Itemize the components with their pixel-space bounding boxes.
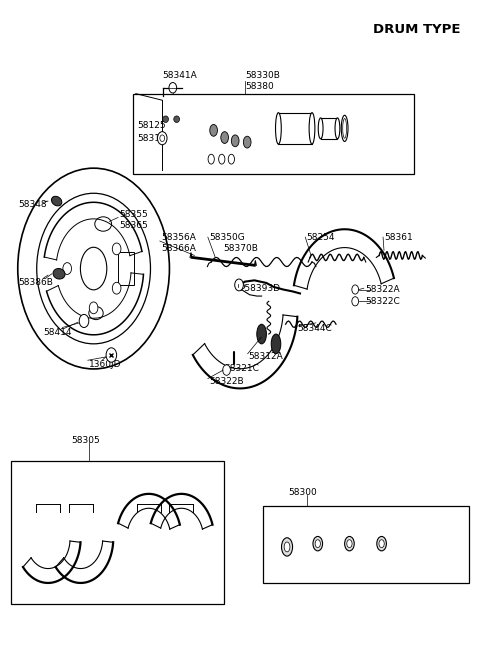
Ellipse shape [341,115,348,141]
Text: 58322C: 58322C [365,297,399,306]
Circle shape [112,243,121,255]
Ellipse shape [281,538,292,556]
Text: 58370B: 58370B [223,244,258,253]
Text: 58312A: 58312A [249,352,283,361]
Ellipse shape [345,536,354,551]
Circle shape [235,279,243,291]
Ellipse shape [313,536,323,551]
Text: 58330B: 58330B [245,71,280,80]
Text: 58348: 58348 [18,200,47,209]
Bar [263,506,469,583]
Text: 58322B: 58322B [209,377,243,386]
Text: 58125: 58125 [137,121,166,130]
Text: 58361: 58361 [384,233,413,242]
Text: 58356A: 58356A [161,233,196,242]
Ellipse shape [81,247,107,290]
Ellipse shape [377,536,386,551]
Bar [118,252,134,285]
Text: DRUM TYPE: DRUM TYPE [373,23,461,36]
Text: 58314: 58314 [137,134,166,143]
Text: 58414: 58414 [43,328,72,337]
Ellipse shape [228,155,234,164]
Text: 58386B: 58386B [18,278,53,288]
Circle shape [223,365,230,375]
Ellipse shape [89,307,103,320]
Text: 58365: 58365 [119,221,148,231]
Circle shape [106,348,117,362]
Ellipse shape [53,269,65,279]
Ellipse shape [37,193,151,344]
Text: 58322A: 58322A [365,285,399,294]
Bar [133,94,414,174]
Ellipse shape [51,196,62,206]
Text: 58321C: 58321C [225,364,260,373]
Ellipse shape [95,217,111,231]
Text: 58380: 58380 [245,82,274,91]
Ellipse shape [335,118,340,139]
Ellipse shape [379,540,384,548]
Circle shape [89,302,98,314]
Text: 58300: 58300 [288,488,317,497]
Ellipse shape [318,118,323,139]
Bar [278,113,312,144]
Ellipse shape [163,116,168,122]
Circle shape [352,297,359,306]
Ellipse shape [309,113,315,144]
Circle shape [157,132,167,145]
Text: 58355: 58355 [119,210,148,219]
Text: 58344C: 58344C [298,324,332,333]
Bar [321,118,337,139]
Circle shape [79,314,89,328]
Text: P58393D: P58393D [239,284,280,293]
Ellipse shape [18,168,169,369]
Circle shape [352,285,359,294]
Ellipse shape [208,155,214,164]
Ellipse shape [276,113,281,144]
Ellipse shape [315,540,321,548]
Circle shape [112,282,121,294]
Ellipse shape [219,155,225,164]
Ellipse shape [347,540,352,548]
Ellipse shape [257,324,266,344]
Text: 58341A: 58341A [163,71,197,80]
Text: 58350G: 58350G [209,233,244,242]
Ellipse shape [271,334,281,354]
Ellipse shape [174,116,180,122]
Circle shape [160,135,165,141]
Ellipse shape [221,132,228,143]
Text: 58366A: 58366A [161,244,196,253]
Ellipse shape [231,135,239,147]
Text: 58305: 58305 [71,436,100,445]
Ellipse shape [343,119,347,138]
Ellipse shape [284,542,290,552]
Text: 1360JD: 1360JD [89,360,121,369]
Ellipse shape [210,124,217,136]
Ellipse shape [243,136,251,148]
Text: 58254: 58254 [306,233,335,242]
Circle shape [63,263,72,274]
Circle shape [169,83,177,93]
Bar [11,461,224,604]
